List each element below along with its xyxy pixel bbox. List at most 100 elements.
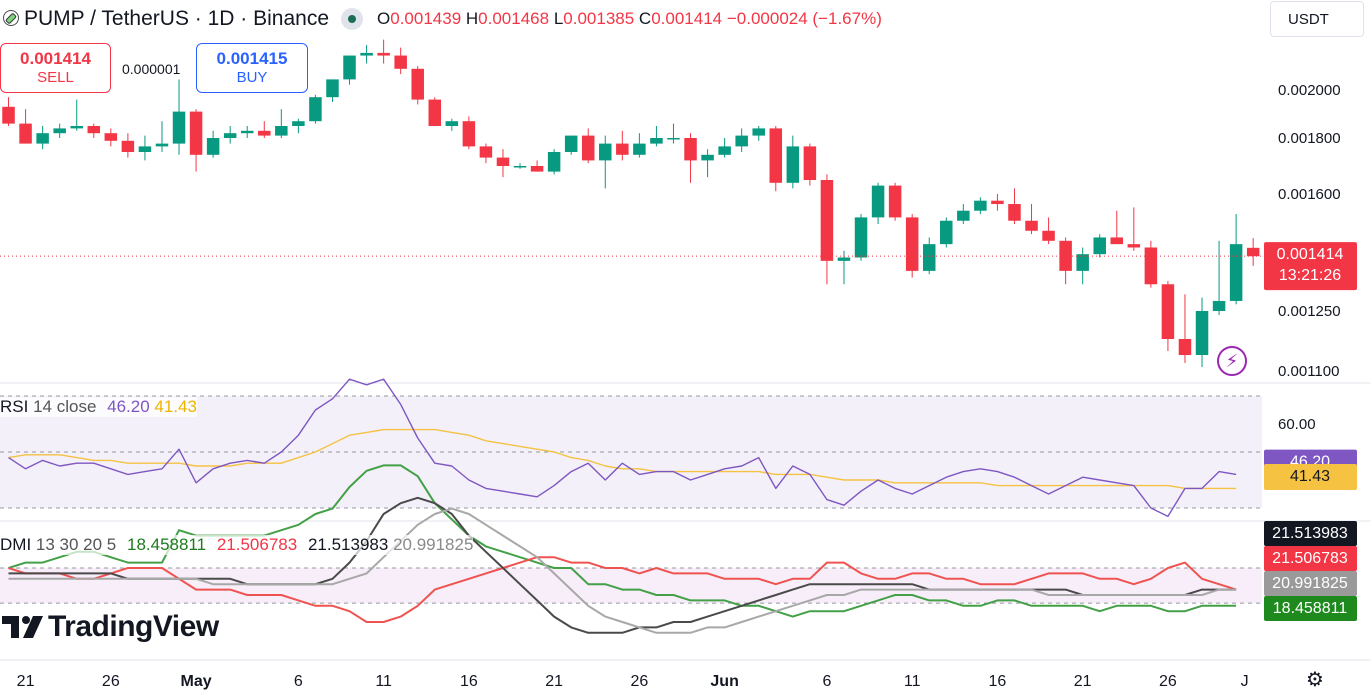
candle-body [974, 200, 987, 211]
rsi-legend[interactable]: RSI 14 close 46.20 41.43 [0, 397, 197, 417]
buy-label: BUY [236, 69, 268, 86]
candle-body [2, 106, 15, 124]
price-change: −0.000024 (−1.67%) [726, 9, 882, 28]
candle-body [599, 143, 612, 161]
spread-value: 0.000001 [122, 61, 181, 77]
candle-body [1059, 240, 1072, 271]
candle-body [172, 111, 186, 144]
rsi-ma-value: 41.43 [154, 397, 197, 416]
time-tick-label: 6 [294, 673, 303, 690]
candle-body [871, 185, 885, 218]
candle-body [1212, 300, 1226, 311]
candle-body [479, 146, 493, 158]
lightning-icon[interactable]: ⚡ [1217, 346, 1247, 376]
candles [0, 39, 1262, 367]
time-tick-label: 16 [989, 673, 1007, 690]
candle-body [1110, 237, 1124, 245]
time-tick-label: 21 [545, 673, 563, 690]
candle-body [121, 140, 135, 152]
price-tick-label: 0.001600 [1278, 186, 1341, 203]
adxr-line [8, 507, 1237, 634]
time-tick-label: 21 [1074, 673, 1092, 690]
candle-body [1161, 284, 1175, 339]
tradingview-logo-icon [2, 616, 43, 638]
candle-body [513, 166, 527, 168]
time-tick-label: J [1241, 673, 1249, 690]
candle-body [718, 146, 731, 155]
settings-icon[interactable]: ⚙ [1306, 669, 1324, 691]
candle-body [1178, 339, 1192, 355]
candle-body [957, 210, 970, 221]
candle-body [922, 244, 936, 271]
rsi-ma-badge [1264, 463, 1357, 490]
candle-body [1246, 247, 1260, 257]
rsi-line [8, 378, 1237, 518]
candle-body [769, 128, 783, 183]
plus-di-badge-text: 18.458811 [1273, 600, 1348, 617]
sell-button[interactable]: 0.001414 SELL [0, 43, 111, 93]
candle-body [530, 166, 544, 172]
candle-body [70, 126, 83, 129]
candle-body [275, 126, 288, 136]
symbol-legend: PUMP / TetherUS · 1D · Binance O0.001439… [0, 4, 882, 34]
candle-body [104, 133, 118, 141]
logo-text: TradingView [48, 610, 219, 643]
candle-body [1127, 244, 1141, 248]
time-tick-label: 21 [17, 673, 35, 690]
minus-di-badge-text: 21.506783 [1272, 550, 1348, 567]
rsi-name: RSI [0, 397, 29, 416]
candle-body [411, 68, 424, 100]
candle-body [1042, 230, 1055, 241]
market-status-icon[interactable] [341, 8, 364, 30]
price-tick-label: 0.001100 [1278, 363, 1339, 380]
currency-selector[interactable]: USDT [1270, 1, 1364, 37]
candle-body [189, 111, 203, 155]
adxr-value: 20.991825 [393, 535, 474, 554]
candle-body [1076, 254, 1089, 271]
time-tick-label: 6 [822, 673, 831, 690]
price-tick-label: 0.002000 [1278, 82, 1341, 99]
tradingview-logo[interactable]: TradingView [2, 610, 219, 644]
time-tick-label: May [181, 673, 212, 690]
candle-body [1025, 220, 1038, 231]
dmi-legend[interactable]: DMI 13 30 20 5 18.458811 21.506783 21.51… [0, 535, 474, 555]
buy-price: 0.001415 [216, 49, 288, 68]
candle-body [650, 138, 663, 144]
time-tick-label: 11 [375, 673, 392, 690]
minus-di-value: 21.506783 [216, 535, 298, 554]
candle-body [786, 146, 800, 183]
candle-body [1229, 244, 1243, 301]
candle-body [326, 79, 339, 98]
last-price-badge-text: 0.001414 [1277, 246, 1344, 263]
symbol-title[interactable]: PUMP / TetherUS · 1D · Binance [24, 7, 330, 30]
candle-body [377, 52, 390, 56]
time-tick-label: 11 [904, 673, 921, 690]
axes: 0.002000 0.001800 0.001600 0.001250 0.001100… [17, 82, 1341, 690]
adxr-badge [1264, 571, 1357, 596]
candle-body [854, 217, 868, 258]
candle-body [940, 220, 953, 245]
candle-body [292, 121, 305, 126]
dmi-lines [8, 464, 1237, 634]
candle-body [803, 146, 817, 180]
sell-price: 0.001414 [20, 49, 91, 68]
candle-body [155, 143, 169, 147]
candle-body [1008, 204, 1021, 221]
candle-body [496, 157, 510, 166]
time-tick-label: 26 [630, 673, 648, 690]
time-tick-label: 26 [102, 673, 120, 690]
candle-body [1093, 237, 1106, 255]
plus-di-value: 18.458811 [127, 535, 207, 554]
candle-body [820, 180, 834, 261]
candle-body [343, 55, 356, 80]
coin-icon [3, 10, 19, 26]
candle-body [1144, 247, 1158, 285]
adx-badge [1264, 521, 1357, 546]
rsi-params: 14 close [33, 397, 97, 416]
buy-button[interactable]: 0.001415 BUY [196, 43, 308, 93]
rsi-lines [8, 378, 1237, 518]
candle-body [888, 185, 902, 218]
candle-body [428, 99, 442, 126]
price-tick-label: 0.001250 [1278, 303, 1341, 320]
